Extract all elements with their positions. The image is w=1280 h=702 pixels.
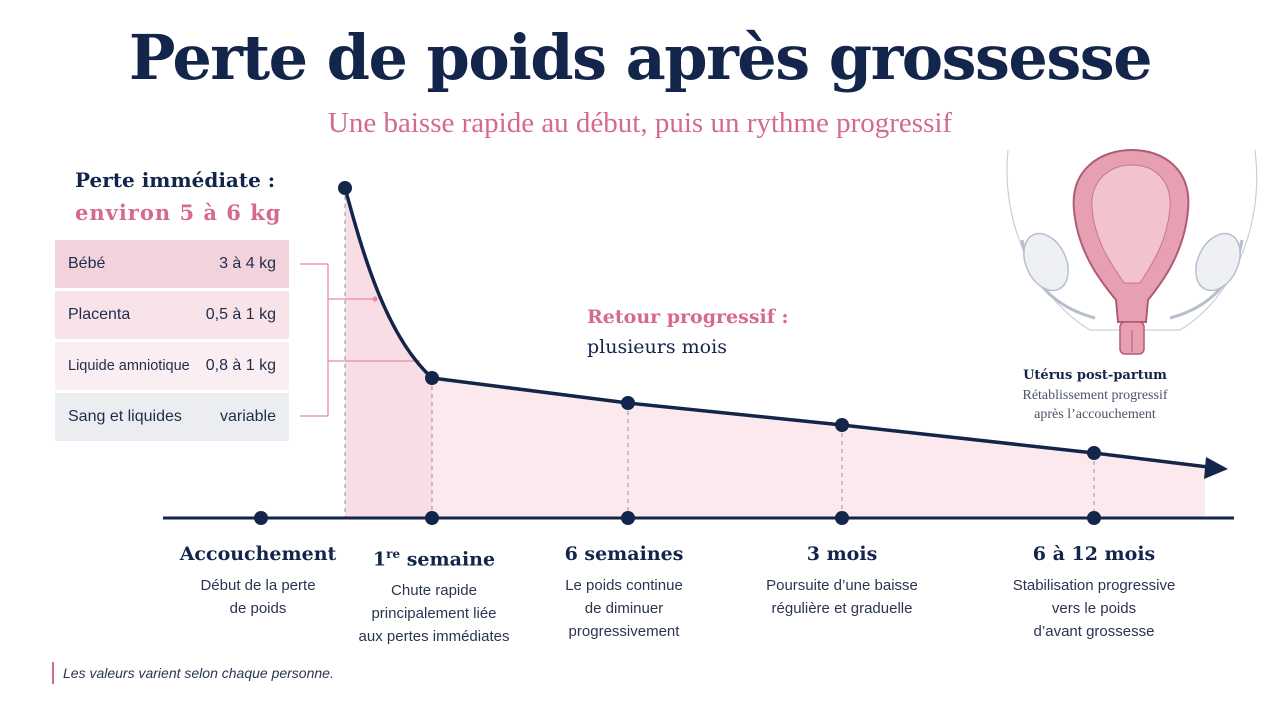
uterus-desc-line: après l’accouchement (1034, 407, 1156, 422)
milestone-name: 6 à 12 mois (1032, 543, 1156, 565)
weight-curve (343, 186, 1210, 469)
component-row-baby: Bébé 3 à 4 kg (55, 240, 289, 288)
component-row-placenta: Placenta 0,5 à 1 kg (55, 291, 289, 339)
component-name: Liquide amniotique (68, 358, 190, 374)
milestone-desc-line: d’avant grossesse (1033, 623, 1155, 640)
milestone-name-suffix: re (386, 547, 401, 561)
component-name: Bébé (68, 255, 106, 272)
component-row-amniotic: Liquide amniotique 0,8 à 1 kg (55, 342, 289, 390)
note-accent-bar (52, 662, 54, 684)
axis-point-week6 (621, 511, 635, 525)
uterus-caption-desc: Rétablissement progressif après l’accouc… (1000, 386, 1190, 424)
curve-point-month12 (1087, 446, 1101, 460)
milestone-name-unit: semaine (400, 548, 496, 571)
page-title: Perte de poids après grossesse (128, 21, 1153, 94)
component-name: Sang et liquides (68, 408, 182, 425)
curve-point-week6 (621, 396, 635, 410)
milestone-desc-line: Le poids continue (565, 577, 683, 594)
milestone-desc: Stabilisation progressive vers le poids … (974, 574, 1214, 643)
immediate-loss-title: Perte immédiate : (75, 168, 276, 192)
immediate-loss-total: environ 5 à 6 kg (75, 200, 282, 225)
milestone-name: 3 mois (806, 543, 878, 565)
curve-area (345, 188, 1205, 518)
milestone-desc-line: régulière et graduelle (771, 600, 913, 617)
components-bracket (300, 263, 420, 417)
progressive-duration: plusieurs mois (587, 336, 727, 358)
component-row-blood: Sang et liquides variable (55, 393, 289, 441)
milestone-name: Accouchement (179, 543, 337, 565)
milestone-name: 1re semaine (314, 541, 554, 572)
immediate-zone (345, 188, 432, 518)
milestone-month3: 3 mois Poursuite d’une baisse régulière … (722, 541, 962, 620)
axis-point-week1 (425, 511, 439, 525)
milestone-desc: Début de la perte de poids (138, 574, 378, 620)
curve-points (338, 181, 1101, 460)
uterus-illustration (1006, 148, 1258, 355)
axis-point-month3 (835, 511, 849, 525)
milestone-desc-line: Chute rapide (391, 582, 477, 600)
curve-point-month3 (835, 418, 849, 432)
page-subtitle: Une baisse rapide au début, puis un ryth… (327, 107, 953, 139)
component-value: 3 à 4 kg (219, 255, 276, 272)
axis-points (254, 511, 1101, 525)
guide-lines (344, 188, 1095, 518)
curve-point-start (338, 181, 352, 195)
milestone-month12: 6 à 12 mois Stabilisation progressive ve… (974, 541, 1214, 643)
milestone-week1: 1re semaine Chute rapide principalement … (314, 541, 554, 648)
milestone-desc-line: Début de la perte (200, 577, 316, 594)
milestone-desc-line: aux pertes immédiates (358, 628, 510, 646)
footnote: Les valeurs varient selon chaque personn… (63, 665, 334, 681)
bracket-dot (372, 296, 378, 302)
curve-point-week1 (425, 371, 439, 385)
milestone-name-number: 1 (372, 548, 387, 571)
uterus-caption-title: Utérus post-partum (1023, 368, 1167, 383)
milestone-desc-line: Stabilisation progressive (1012, 577, 1176, 594)
axis-point-month12 (1087, 511, 1101, 525)
milestone-desc: Poursuite d’une baisse régulière et grad… (722, 574, 962, 620)
progressive-label: Retour progressif : (587, 306, 789, 328)
curve-arrow-head (1204, 457, 1228, 479)
axis-point-birth (254, 511, 268, 525)
milestone-desc-line: Poursuite d’une baisse (766, 577, 918, 594)
milestone-birth: Accouchement Début de la perte de poids (138, 541, 378, 620)
uterus-desc-line: Rétablissement progressif (1022, 388, 1168, 403)
milestone-desc-line: principalement liée (371, 605, 497, 623)
component-name: Placenta (68, 306, 131, 323)
milestone-desc-line: de diminuer (584, 600, 664, 617)
milestone-desc-line: progressivement (568, 623, 680, 640)
component-value: 0,5 à 1 kg (205, 306, 276, 323)
component-value: variable (219, 408, 276, 425)
milestone-desc: Chute rapide principalement liée aux per… (314, 579, 554, 648)
milestone-name: 6 semaines (564, 543, 684, 565)
component-value: 0,8 à 1 kg (205, 357, 276, 374)
milestone-desc-line: vers le poids (1051, 600, 1137, 617)
milestone-week6: 6 semaines Le poids continue de diminuer… (504, 541, 744, 643)
milestone-desc-line: de poids (229, 600, 287, 617)
milestone-desc: Le poids continue de diminuer progressiv… (504, 574, 744, 643)
